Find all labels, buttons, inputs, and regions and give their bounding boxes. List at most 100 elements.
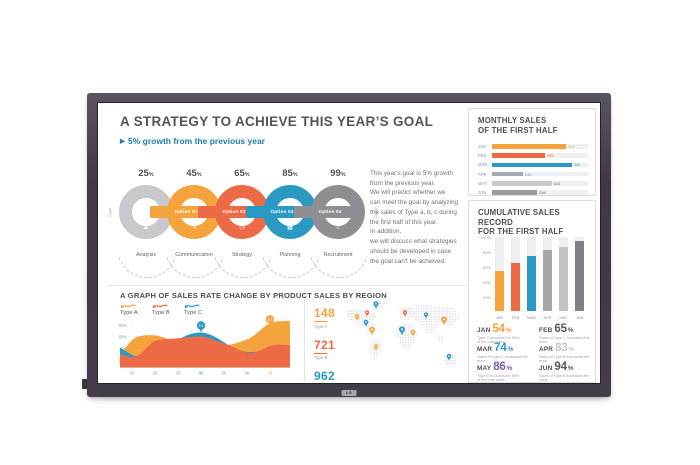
stat-type-a: 148 Type A xyxy=(314,306,335,329)
monthly-row-feb: FEB 299 xyxy=(478,151,588,160)
map-pin xyxy=(373,344,379,351)
value-pin-blue: 3.2 xyxy=(196,321,206,332)
type-a-line-icon xyxy=(120,304,136,308)
product-graph-title: A GRAPH OF SALES RATE CHANGE BY PRODUCT xyxy=(120,291,313,300)
page-title: A STRATEGY TO ACHIEVE THIS YEAR’S GOAL xyxy=(120,114,434,129)
stat-type-b: 721 Type B xyxy=(314,337,335,360)
horizontal-divider xyxy=(108,285,466,286)
person-icon: ♟ xyxy=(143,225,149,231)
svg-text:3.2: 3.2 xyxy=(198,324,203,328)
monthly-row-jan: JAN 254 xyxy=(478,142,588,151)
flask-icon: ⚗ xyxy=(191,225,197,231)
option-band-4: Option 04 xyxy=(294,206,354,218)
legend-item-type-b: Type B xyxy=(152,303,170,316)
option-band-2: Option 02 xyxy=(198,206,258,218)
svg-text:40%: 40% xyxy=(119,346,128,351)
map-pin xyxy=(364,310,370,317)
finish-label: Finish xyxy=(373,206,379,219)
svg-text:70: 70 xyxy=(268,371,273,376)
monthly-sales-rows: JAN 254 FEB 299 MAR 342 APR 243 MAY 310 JUN 28… xyxy=(478,142,588,197)
legend-item-type-a: Type A xyxy=(120,303,138,316)
summary-apr: APR 83% Sales of Type B increased the mos… xyxy=(539,342,590,364)
step-label-planning: Planning xyxy=(279,252,301,258)
legend-item-type-c: Type C xyxy=(184,303,202,316)
step-percent: 25% xyxy=(138,168,154,179)
summary-feb: FEB 65% Sales of Type C increased the mos… xyxy=(539,323,590,345)
svg-text:50: 50 xyxy=(222,371,227,376)
sales-by-region-title: SALES BY REGION xyxy=(314,291,387,300)
month-summary-grid: JAN 54% Type C accounts for 50% of the to… xyxy=(477,323,595,383)
lg-display-frame: LG A STRATEGY TO ACHIEVE THIS YEAR’S GOA… xyxy=(82,93,611,397)
monthly-row-may: MAY 310 xyxy=(478,179,588,188)
sales-rate-area-chart: 80% 60% 40% 20% 10 20 30 40 50 xyxy=(112,313,302,383)
dashed-arc xyxy=(119,256,175,278)
type-b-line-icon xyxy=(152,304,168,308)
monthly-row-apr: APR 243 xyxy=(478,170,588,179)
product-graph-legend: Type A Type B Type C xyxy=(120,303,202,316)
step-percent: 99% xyxy=(330,168,346,179)
dashed-arc xyxy=(311,256,367,278)
bullet-arrow-icon: ▶ xyxy=(120,138,125,145)
step-label-recruitment: Recruitment xyxy=(323,252,353,258)
stat-type-c: 962 Type C xyxy=(314,369,335,383)
subtitle-text: 5% growth from the previous year xyxy=(128,136,265,146)
map-pin xyxy=(402,310,408,317)
cum-bar-apr: APR xyxy=(543,237,552,320)
svg-text:20: 20 xyxy=(153,371,158,376)
cum-bar-mar: MAR xyxy=(527,237,536,320)
map-pin xyxy=(354,314,360,321)
map-pin xyxy=(363,319,369,327)
cum-bar-feb: FEB xyxy=(511,237,520,320)
region-stats: 148 Type A 721 Type B 962 Type C xyxy=(314,306,335,383)
cum-bar-jan: JAN xyxy=(495,237,504,320)
cumulative-title: CUMULATIVE SALES RECORD FOR THE FIRST HA… xyxy=(478,208,564,237)
svg-text:60: 60 xyxy=(245,371,250,376)
strategy-description: This year's goal is 5% growth from the p… xyxy=(370,170,459,265)
map-pin xyxy=(441,316,447,326)
summary-jan: JAN 54% Type C accounts for 50% of the to… xyxy=(477,323,520,345)
option-band-1: Option 01 xyxy=(150,206,210,218)
grid-icon: ▦ xyxy=(287,225,293,231)
svg-text:80%: 80% xyxy=(119,323,128,328)
svg-text:30: 30 xyxy=(176,371,181,376)
svg-text:40: 40 xyxy=(199,371,204,376)
bulb-icon: ☼ xyxy=(335,225,341,231)
map-pin xyxy=(399,326,405,336)
monthly-sales-title: MONTHLY SALES OF THE FIRST HALF xyxy=(478,116,558,135)
cumulative-bar-chart: 100% 80% 60% 40% 20% JAN FEB MAR APR MAY… xyxy=(480,235,584,320)
dashboard-screen: A STRATEGY TO ACHIEVE THIS YEAR’S GOAL ▶… xyxy=(97,102,601,384)
option-band-3: Option 03 xyxy=(246,206,306,218)
start-label: Start xyxy=(107,207,113,218)
value-pin-orange: 4.5 xyxy=(265,315,275,326)
summary-mar: MAR 74% Sales of Type C increased the mos… xyxy=(477,342,528,364)
step-label-communication: Communication xyxy=(175,252,213,258)
map-pin xyxy=(369,326,375,336)
svg-text:60%: 60% xyxy=(119,335,128,340)
power-sensor xyxy=(82,379,87,389)
type-b-area xyxy=(120,336,290,368)
cum-bar-may: MAY xyxy=(559,237,568,320)
clock-icon: ◷ xyxy=(239,225,245,231)
summary-may: MAY 86% Type B accounts for 50% of the to… xyxy=(477,361,520,383)
monthly-row-jun: JUN 284 xyxy=(478,188,588,197)
dashed-arc xyxy=(263,256,319,278)
vertical-divider xyxy=(304,291,305,381)
cumulative-sales-panel: CUMULATIVE SALES RECORD FOR THE FIRST HA… xyxy=(468,200,596,383)
monthly-sales-panel: MONTHLY SALES OF THE FIRST HALF JAN 254 F… xyxy=(468,108,596,196)
dashed-arc xyxy=(167,256,223,278)
step-percent: 65% xyxy=(234,168,250,179)
page-subtitle: ▶ 5% growth from the previous year xyxy=(120,136,265,146)
svg-text:10: 10 xyxy=(130,371,135,376)
map-pin xyxy=(373,301,379,309)
cum-bar-jun: JUN xyxy=(575,237,584,320)
step-percent: 85% xyxy=(282,168,298,179)
lg-logo: LG xyxy=(341,390,357,396)
summary-jun: JUN 94% Sales of Type B increased the mos… xyxy=(539,361,590,383)
step-label-analysis: Analysis xyxy=(135,252,157,258)
monthly-row-mar: MAR 342 xyxy=(478,160,588,169)
map-pin xyxy=(423,312,429,319)
step-percent: 45% xyxy=(186,168,202,179)
svg-text:4.5: 4.5 xyxy=(267,318,272,322)
map-pin xyxy=(410,329,416,337)
type-c-line-icon xyxy=(184,304,200,308)
